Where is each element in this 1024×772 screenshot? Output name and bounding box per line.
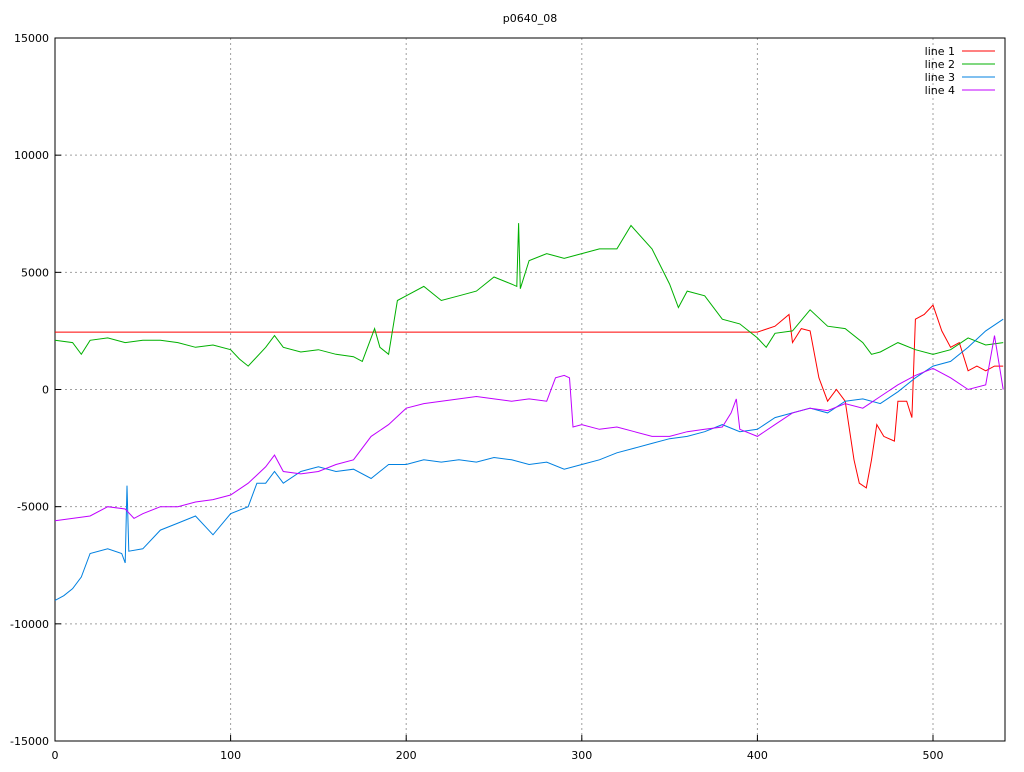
- y-tick-label: 15000: [14, 32, 49, 45]
- series-line: [54, 223, 1004, 367]
- series-line: [55, 304, 1004, 489]
- y-tick-label: -10000: [10, 618, 49, 631]
- series-line: [54, 318, 1004, 601]
- x-tick-label: 400: [747, 749, 768, 762]
- y-tick-label: 5000: [21, 266, 49, 279]
- y-tick-label: 0: [42, 384, 49, 397]
- chart-title: p0640_08: [503, 12, 557, 25]
- y-tick-label: 10000: [14, 149, 49, 162]
- y-tick-label: -5000: [17, 501, 49, 514]
- y-tick-label: -15000: [10, 735, 49, 748]
- x-tick-label: 500: [923, 749, 944, 762]
- legend-label: line 2: [925, 58, 955, 71]
- x-tick-label: 0: [52, 749, 59, 762]
- x-tick-label: 200: [396, 749, 417, 762]
- plot-border: [54, 37, 1006, 742]
- legend-label: line 3: [925, 71, 955, 84]
- series-line: [54, 335, 1004, 522]
- x-tick-label: 100: [220, 749, 241, 762]
- x-tick-label: 300: [571, 749, 592, 762]
- legend-label: line 4: [925, 84, 955, 97]
- legend-label: line 1: [925, 45, 955, 58]
